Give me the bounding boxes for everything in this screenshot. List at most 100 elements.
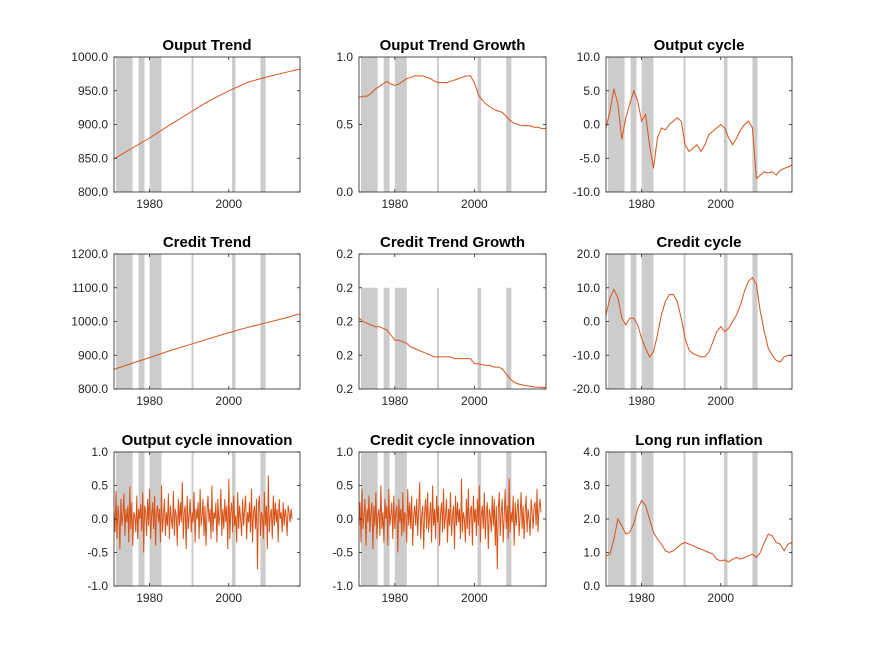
- chart-title: Credit cycle innovation: [370, 432, 535, 449]
- recession-band: [149, 254, 162, 389]
- chart-panel-4: 800.0 900.0 1000.0 1100.0 1200.0 1980 2000 Cred…: [71, 234, 301, 408]
- recession-band: [641, 57, 654, 192]
- chart-panel-1: 800.0 850.0 900.0 950.0 1000.0 1980 2000 Ouput …: [71, 37, 301, 211]
- x-tick-label: 2000: [707, 394, 734, 408]
- series-line: [113, 68, 301, 160]
- recession-band: [260, 254, 266, 389]
- recession-band: [683, 254, 686, 389]
- recession-band: [752, 57, 758, 192]
- x-tick-label: 2000: [707, 197, 734, 211]
- recession-band: [752, 452, 758, 586]
- recession-band: [683, 57, 686, 192]
- y-tick-label: 0.2: [336, 281, 353, 295]
- y-tick-label: 2.0: [583, 512, 600, 526]
- x-tick-label: 1980: [628, 591, 655, 605]
- y-tick-label: 10.0: [577, 50, 601, 64]
- x-tick-label: 2000: [215, 591, 242, 605]
- y-tick-label: 3.0: [583, 479, 600, 493]
- y-tick-label: 0.2: [336, 382, 353, 396]
- x-tick-label: 2000: [215, 197, 242, 211]
- x-tick-label: 1980: [136, 197, 163, 211]
- x-tick-label: 1980: [381, 197, 408, 211]
- recession-band: [641, 254, 654, 389]
- recession-band: [607, 254, 625, 389]
- y-tick-label: 800.0: [78, 382, 108, 396]
- recession-band: [383, 452, 390, 586]
- series-line: [605, 499, 793, 563]
- y-tick-label: -0.5: [87, 546, 108, 560]
- y-tick-label: -1.0: [332, 579, 353, 593]
- plot-area: [114, 254, 300, 389]
- y-tick-label: 0.5: [91, 479, 108, 493]
- x-tick-label: 2000: [461, 591, 488, 605]
- y-tick-label: 1.0: [336, 50, 353, 64]
- y-tick-label: 1.0: [336, 445, 353, 459]
- y-tick-label: 1000.0: [71, 315, 108, 329]
- recession-band: [506, 57, 512, 192]
- y-tick-label: 4.0: [583, 445, 600, 459]
- recession-band: [607, 57, 625, 192]
- y-tick-label: -1.0: [87, 579, 108, 593]
- y-tick-label: 1.0: [91, 445, 108, 459]
- recession-band: [641, 452, 654, 586]
- chart-panel-5: 0.2 0.2 0.2 0.2 0.2 1980 2000 Credit Trend Grow…: [336, 234, 547, 408]
- recession-band: [607, 452, 625, 586]
- recession-band: [477, 452, 482, 586]
- recession-band: [115, 254, 133, 389]
- y-tick-label: 20.0: [577, 247, 601, 261]
- y-tick-label: 0.2: [336, 315, 353, 329]
- x-tick-label: 1980: [381, 394, 408, 408]
- recession-band: [394, 287, 407, 389]
- y-tick-label: 1.0: [583, 546, 600, 560]
- chart-title: Long run inflation: [635, 432, 762, 449]
- chart-panel-3: -10.0 -5.0 0.0 5.0 10.0 1980 2000 Output cycle: [573, 37, 793, 211]
- y-tick-label: 0.5: [336, 118, 353, 132]
- recession-band: [191, 57, 194, 192]
- chart-title: Credit Trend Growth: [380, 234, 525, 251]
- y-tick-label: 0.5: [336, 479, 353, 493]
- chart-title: Credit cycle: [656, 234, 741, 251]
- recession-band: [360, 57, 378, 192]
- y-tick-label: 850.0: [78, 151, 108, 165]
- recession-band: [383, 57, 390, 192]
- chart-panel-2: 0.0 0.5 1.0 1980 2000 Ouput Trend Growth: [336, 37, 547, 211]
- recession-band: [506, 287, 512, 389]
- x-tick-label: 1980: [381, 591, 408, 605]
- series-line: [113, 475, 293, 570]
- recession-band: [477, 57, 482, 192]
- recession-band: [191, 254, 194, 389]
- series-line: [358, 75, 546, 130]
- recession-band: [149, 57, 162, 192]
- chart-panel-8: -1.0 -0.5 0.0 0.5 1.0 1980 2000 Credit cycle in…: [332, 432, 547, 605]
- recession-band: [630, 254, 637, 389]
- y-tick-label: 10.0: [577, 281, 601, 295]
- y-tick-label: 0.0: [336, 185, 353, 199]
- y-tick-label: 1100.0: [72, 281, 108, 295]
- chart-panel-6: -20.0 -10.0 0.0 10.0 20.0 1980 2000 Credit cycl…: [573, 234, 793, 408]
- y-tick-label: 800.0: [78, 185, 108, 199]
- plot-area: [359, 57, 546, 192]
- chart-title: Output cycle: [654, 37, 745, 54]
- plot-area: [359, 254, 546, 389]
- y-tick-label: 0.0: [583, 118, 600, 132]
- chart-title: Credit Trend: [163, 234, 251, 251]
- y-tick-label: -5.0: [579, 151, 600, 165]
- y-tick-label: 900.0: [78, 348, 108, 362]
- recession-band: [115, 57, 133, 192]
- recession-band: [138, 254, 145, 389]
- y-tick-label: 1200.0: [71, 247, 108, 261]
- recession-band: [436, 287, 439, 389]
- series-line: [358, 478, 542, 570]
- x-tick-label: 1980: [136, 394, 163, 408]
- chart-title: Ouput Trend Growth: [380, 37, 526, 54]
- y-tick-label: 950.0: [78, 84, 108, 98]
- plot-area: [606, 57, 792, 192]
- x-tick-label: 1980: [628, 197, 655, 211]
- recession-band: [394, 57, 407, 192]
- y-tick-label: -0.5: [332, 546, 353, 560]
- series-line: [605, 276, 792, 363]
- y-tick-label: -10.0: [573, 348, 601, 362]
- recession-band: [383, 287, 390, 389]
- series-line: [358, 317, 547, 389]
